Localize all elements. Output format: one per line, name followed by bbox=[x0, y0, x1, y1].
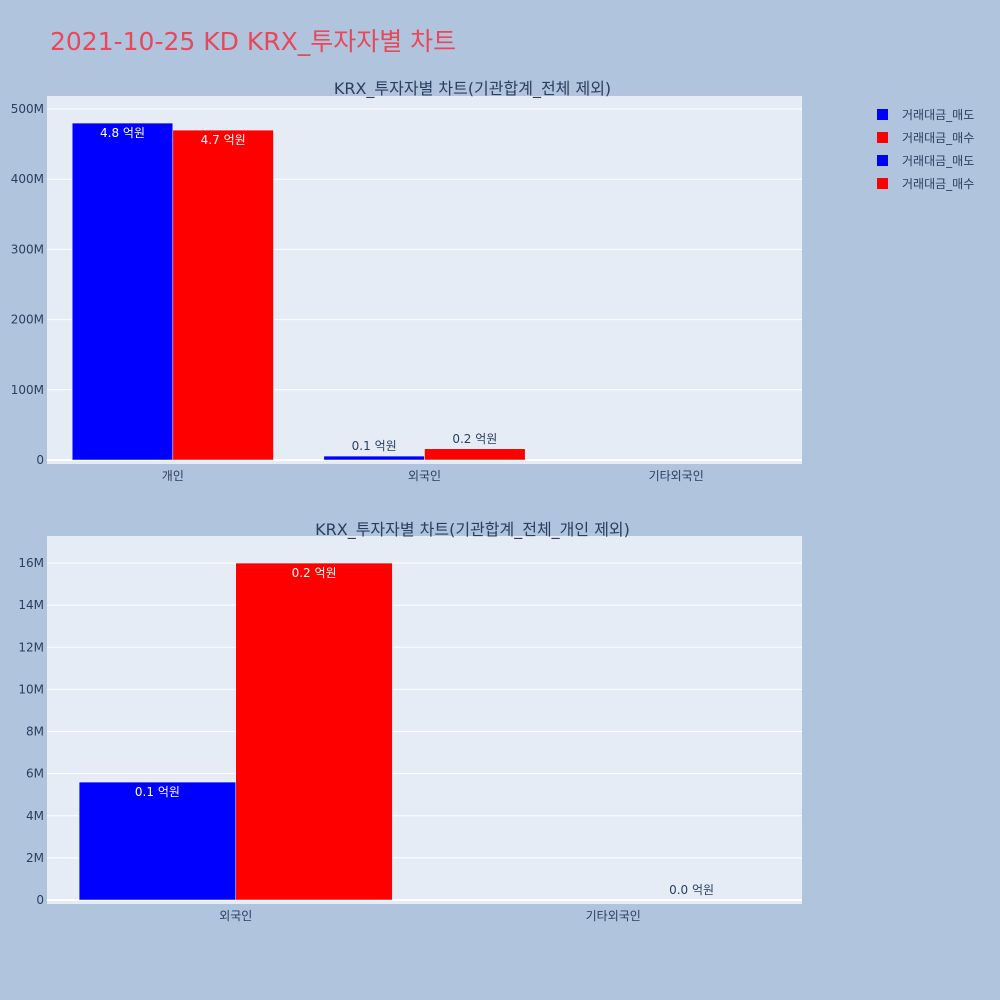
data-label: 0.1 억원 bbox=[135, 785, 180, 799]
y-tick-label: 500M bbox=[11, 102, 44, 116]
x-tick-label: 외국인 bbox=[219, 909, 252, 923]
y-tick-label: 100M bbox=[11, 383, 44, 397]
data-label: 0.1 억원 bbox=[352, 439, 397, 453]
y-tick-label: 16M bbox=[18, 556, 44, 570]
x-tick-label: 기타외국인 bbox=[649, 469, 704, 483]
data-label: 0.2 억원 bbox=[452, 432, 497, 446]
y-tick-label: 2M bbox=[26, 851, 44, 865]
chart-1: 0 100M 200M 300M 400M 500M KRX_투자자별 차트(기관합계_전체… bbox=[11, 79, 802, 483]
bar bbox=[71, 122, 174, 461]
page-title: 2021-10-25 KD KRX_투자자별 차트 bbox=[50, 27, 457, 56]
bar bbox=[172, 129, 274, 461]
legend-swatch bbox=[877, 109, 888, 120]
y-tick-label: 8M bbox=[26, 725, 44, 739]
y-tick-label: 4M bbox=[26, 809, 44, 823]
chart-2: 0 2M 4M 6M 8M 10M 12M 14M 16M KRX_투자자별 차트(기관합계_전체… bbox=[18, 520, 802, 923]
bar bbox=[235, 562, 393, 901]
x-tick-label: 기타외국인 bbox=[586, 909, 641, 923]
data-label: 0.2 억원 bbox=[292, 566, 337, 580]
bar bbox=[78, 781, 237, 901]
y-tick-label: 200M bbox=[11, 313, 44, 327]
legend-entry: 거래대금_매수 bbox=[902, 131, 974, 145]
data-label: 4.7 억원 bbox=[201, 133, 246, 147]
legend-swatch bbox=[877, 132, 888, 143]
legend-swatch bbox=[877, 178, 888, 189]
bar bbox=[323, 455, 425, 461]
y-tick-label: 0 bbox=[36, 893, 44, 907]
bar bbox=[424, 448, 526, 461]
y-tick-label: 300M bbox=[11, 242, 44, 256]
legend-swatch bbox=[877, 155, 888, 166]
y-tick-label: 400M bbox=[11, 172, 44, 186]
data-label: 0.0 억원 bbox=[669, 883, 714, 897]
y-tick-label: 0 bbox=[36, 453, 44, 467]
legend-entry: 거래대금_매도 bbox=[902, 154, 974, 168]
y-tick-label: 10M bbox=[18, 682, 44, 696]
y-tick-label: 6M bbox=[26, 767, 44, 781]
chart-title: KRX_투자자별 차트(기관합계_전체_개인 제외) bbox=[315, 520, 630, 540]
y-tick-label: 14M bbox=[18, 598, 44, 612]
legend-entry: 거래대금_매수 bbox=[902, 177, 974, 191]
x-tick-label: 개인 bbox=[162, 469, 184, 483]
data-label: 4.8 억원 bbox=[100, 126, 145, 140]
legend-entry: 거래대금_매도 bbox=[902, 108, 974, 122]
y-tick-label: 12M bbox=[18, 640, 44, 654]
chart-title: KRX_투자자별 차트(기관합계_전체 제외) bbox=[334, 79, 611, 99]
x-tick-label: 외국인 bbox=[408, 469, 441, 483]
